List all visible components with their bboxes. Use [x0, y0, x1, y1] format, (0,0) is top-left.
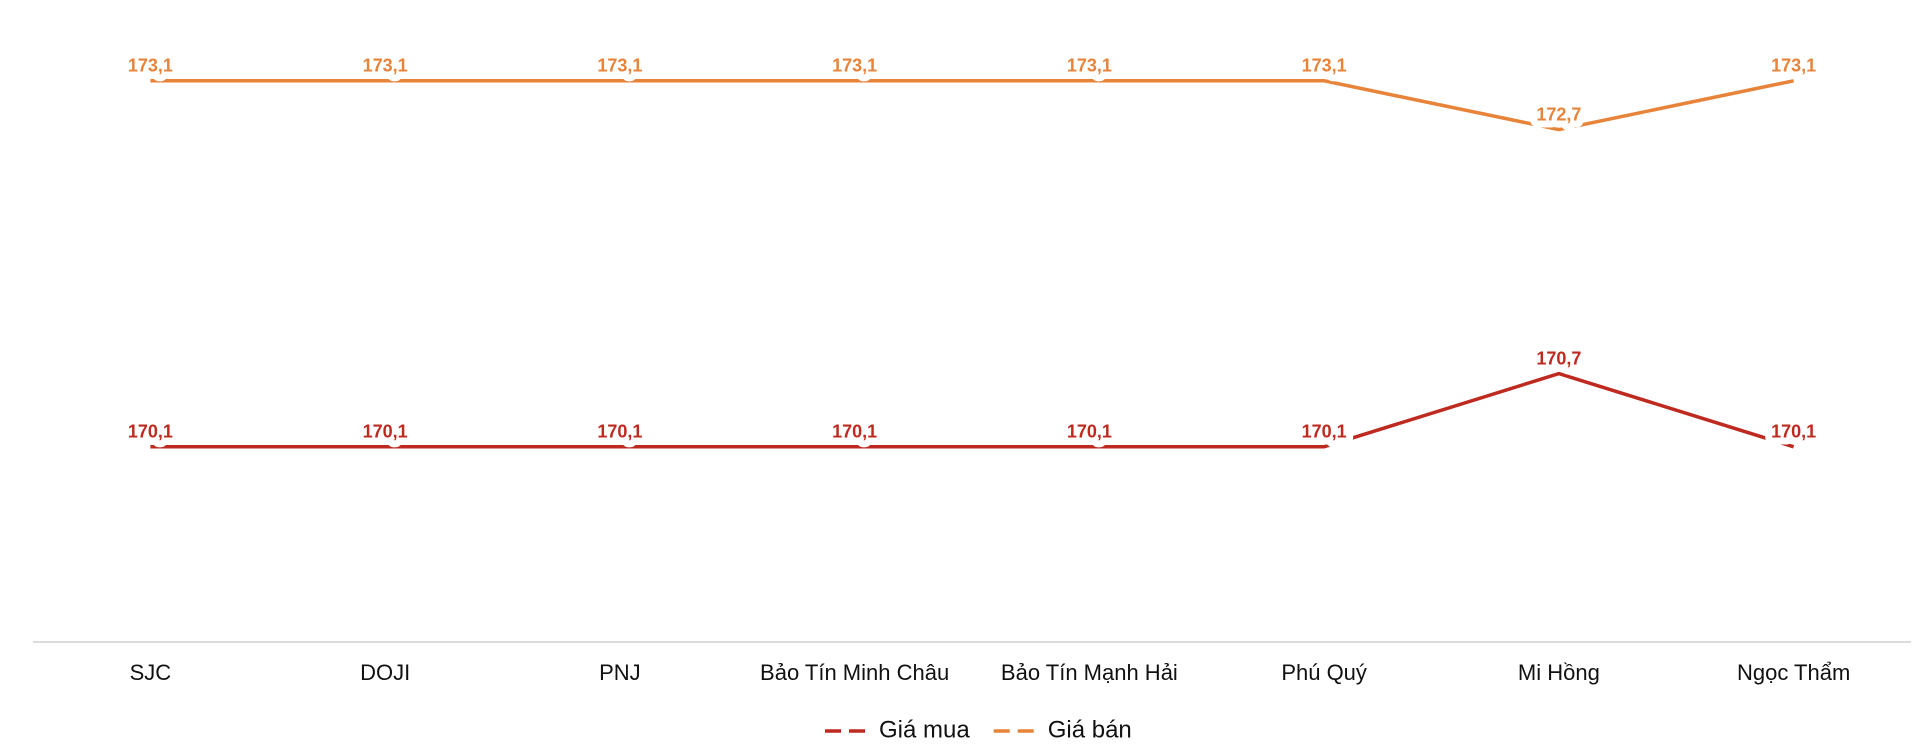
data-label: 173,1	[597, 56, 642, 76]
series-line	[150, 79, 1794, 132]
data-label: 170,1	[1067, 422, 1112, 442]
data-label: 170,1	[1771, 422, 1816, 442]
data-label: 173,1	[1771, 56, 1816, 76]
data-label: 170,1	[128, 422, 173, 442]
data-label: 170,1	[597, 422, 642, 442]
data-label: 173,1	[363, 56, 408, 76]
data-label: 172,7	[1536, 104, 1581, 124]
data-label: 173,1	[1302, 56, 1347, 76]
data-label: 170,7	[1536, 348, 1581, 368]
x-tick-label: PNJ	[599, 660, 641, 685]
data-label: 170,1	[1302, 422, 1347, 442]
legend-label: Giá mua	[879, 716, 970, 743]
legend-label: Giá bán	[1048, 716, 1132, 743]
x-tick-label: Bảo Tín Minh Châu	[760, 660, 949, 685]
x-tick-label: Bảo Tín Mạnh Hải	[1001, 660, 1178, 685]
data-label: 173,1	[832, 56, 877, 76]
x-tick-label: Ngọc Thẩm	[1737, 660, 1850, 685]
data-label: 173,1	[128, 56, 173, 76]
x-tick-label: DOJI	[360, 660, 410, 685]
x-tick-label: Mi Hồng	[1518, 660, 1600, 685]
data-label: 173,1	[1067, 56, 1112, 76]
data-label: 170,1	[832, 422, 877, 442]
x-tick-label: Phú Quý	[1281, 660, 1367, 685]
series-line	[150, 371, 1795, 449]
data-label: 170,1	[363, 422, 408, 442]
x-tick-label: SJC	[130, 660, 172, 685]
